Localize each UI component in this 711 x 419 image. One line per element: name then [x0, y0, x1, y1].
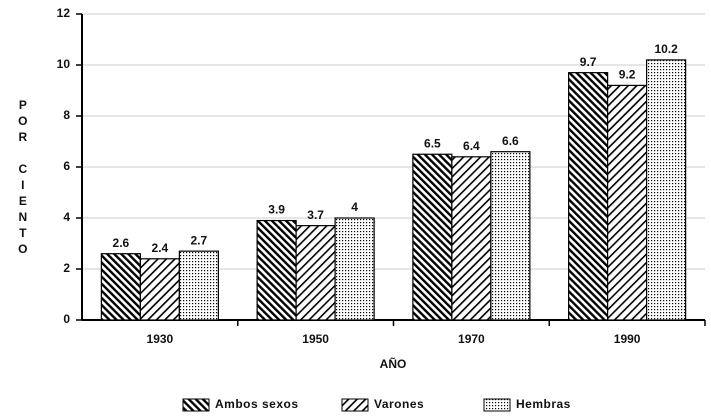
value-label: 10.2 — [654, 42, 678, 56]
value-label: 9.7 — [580, 55, 597, 69]
bar — [100, 253, 141, 321]
x-axis-label: AÑO — [380, 356, 407, 371]
bar — [568, 72, 609, 321]
value-label: 4 — [351, 200, 358, 214]
legend-label: Varones — [374, 397, 424, 411]
legend-swatch — [341, 398, 369, 412]
y-tick-label: 12 — [57, 6, 71, 20]
x-tick-label: 1970 — [458, 332, 485, 346]
x-tick-label: 1930 — [147, 332, 174, 346]
y-tick-label: 6 — [63, 159, 70, 173]
value-label: 9.2 — [619, 68, 636, 82]
bar — [607, 84, 648, 321]
bar — [295, 225, 336, 321]
value-label: 3.9 — [268, 203, 285, 217]
bar — [490, 151, 531, 321]
value-label: 6.6 — [502, 134, 519, 148]
value-label: 2.7 — [191, 233, 208, 247]
legend-label: Hembras — [516, 397, 571, 411]
value-label: 3.7 — [307, 208, 324, 222]
value-label: 6.5 — [424, 136, 441, 150]
bar — [412, 153, 453, 321]
x-tick-label: 1950 — [302, 332, 329, 346]
bar — [178, 250, 219, 321]
bar — [139, 258, 180, 321]
bar — [334, 217, 375, 321]
value-label: 2.6 — [113, 236, 130, 250]
y-tick-label: 4 — [63, 210, 70, 224]
legend-label: Ambos sexos — [215, 397, 299, 411]
bar — [646, 59, 687, 321]
y-tick-label: 0 — [63, 312, 70, 326]
value-label: 6.4 — [463, 139, 480, 153]
value-label: 2.4 — [152, 241, 169, 255]
legend-swatch — [483, 398, 511, 412]
y-tick-label: 10 — [57, 57, 71, 71]
bar — [256, 219, 297, 321]
y-tick-label: 2 — [63, 261, 70, 275]
legend-swatch — [182, 398, 210, 412]
x-tick-label: 1990 — [614, 332, 641, 346]
bar — [451, 156, 492, 321]
y-tick-label: 8 — [63, 108, 70, 122]
y-axis-label: POR CIENTO — [16, 98, 30, 258]
